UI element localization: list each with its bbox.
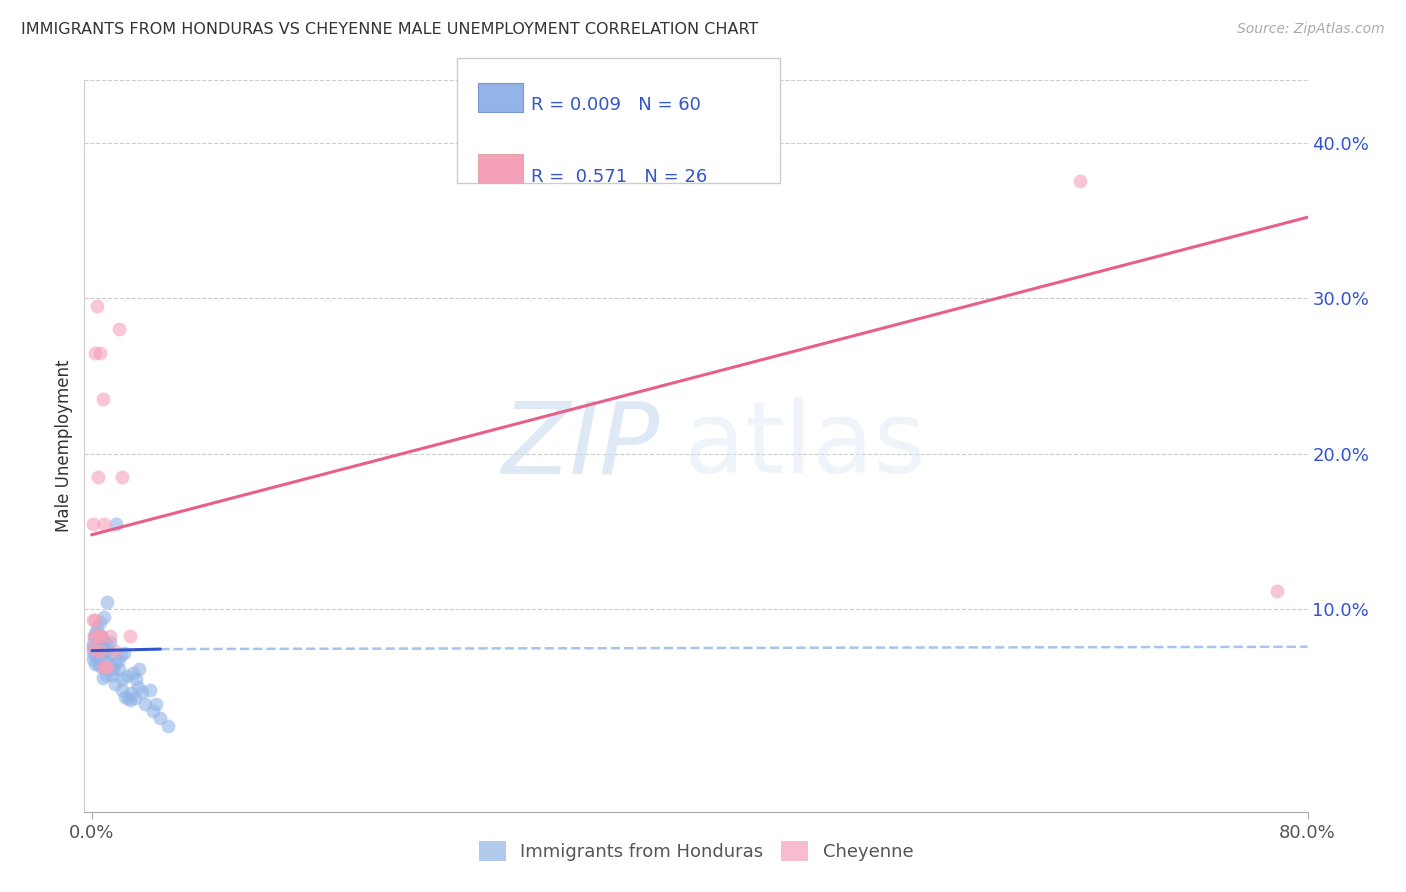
Point xyxy=(104,644,127,658)
Point xyxy=(84,649,107,664)
Point xyxy=(108,322,131,336)
Point xyxy=(87,635,110,649)
Point xyxy=(96,638,118,652)
Point xyxy=(1265,583,1288,598)
Point xyxy=(117,691,139,706)
Point xyxy=(118,629,141,643)
Point xyxy=(103,661,125,675)
Point xyxy=(1069,174,1091,188)
Point xyxy=(91,671,114,685)
Point xyxy=(131,685,153,699)
Point xyxy=(94,644,117,658)
Point xyxy=(96,660,118,674)
Point xyxy=(90,660,112,674)
Point xyxy=(98,629,121,643)
Point xyxy=(82,646,104,660)
Text: ZIP: ZIP xyxy=(501,398,659,494)
Point xyxy=(84,345,107,359)
Point xyxy=(142,704,165,718)
Point xyxy=(122,666,145,681)
Point xyxy=(86,621,108,635)
Point xyxy=(112,646,135,660)
Point xyxy=(111,470,134,484)
Point xyxy=(87,470,110,484)
Point xyxy=(115,669,138,683)
Point xyxy=(82,637,104,651)
Legend: Immigrants from Honduras, Cheyenne: Immigrants from Honduras, Cheyenne xyxy=(471,834,921,869)
Text: IMMIGRANTS FROM HONDURAS VS CHEYENNE MALE UNEMPLOYMENT CORRELATION CHART: IMMIGRANTS FROM HONDURAS VS CHEYENNE MAL… xyxy=(21,22,758,37)
Point xyxy=(121,686,143,700)
Point xyxy=(84,625,107,640)
Point xyxy=(104,677,127,691)
Point xyxy=(87,657,110,671)
Point xyxy=(118,692,141,706)
Point xyxy=(100,667,122,681)
Text: Source: ZipAtlas.com: Source: ZipAtlas.com xyxy=(1237,22,1385,37)
Point xyxy=(96,656,118,670)
Text: R =  0.571   N = 26: R = 0.571 N = 26 xyxy=(531,168,707,186)
Point xyxy=(90,629,112,643)
Point xyxy=(91,392,114,407)
Point xyxy=(134,698,156,712)
Point xyxy=(82,613,104,627)
Point xyxy=(98,635,121,649)
Point xyxy=(149,711,172,725)
Point xyxy=(98,658,121,673)
Point xyxy=(127,680,149,694)
Point xyxy=(93,660,115,674)
Point xyxy=(83,631,105,645)
Point xyxy=(96,594,118,608)
Point xyxy=(82,641,104,656)
Point xyxy=(104,657,127,671)
Point xyxy=(90,631,112,645)
Point xyxy=(94,667,117,681)
Point xyxy=(93,610,115,624)
Point xyxy=(128,661,150,675)
Text: R = 0.009   N = 60: R = 0.009 N = 60 xyxy=(531,96,702,114)
Point xyxy=(89,629,111,643)
Point xyxy=(89,615,111,629)
Point xyxy=(84,613,107,627)
Text: atlas: atlas xyxy=(683,398,925,494)
Point xyxy=(110,648,132,662)
Point xyxy=(82,641,104,656)
Point xyxy=(90,644,112,658)
Point xyxy=(83,629,105,643)
Y-axis label: Male Unemployment: Male Unemployment xyxy=(55,359,73,533)
Point xyxy=(111,673,134,687)
Point xyxy=(86,299,108,313)
Point xyxy=(89,652,111,666)
Point xyxy=(93,635,115,649)
Point xyxy=(105,516,128,531)
Point xyxy=(84,657,107,671)
Point xyxy=(107,654,129,668)
Point xyxy=(82,516,104,531)
Point xyxy=(91,643,114,657)
Point xyxy=(156,719,179,733)
Point xyxy=(91,660,114,674)
Point xyxy=(111,683,134,698)
Point xyxy=(87,629,110,643)
Point xyxy=(138,683,160,698)
Point xyxy=(145,698,167,712)
Point xyxy=(108,661,131,675)
Point xyxy=(86,644,108,658)
Point xyxy=(97,646,120,660)
Point xyxy=(82,652,104,666)
Point xyxy=(125,673,148,687)
Point xyxy=(124,691,146,706)
Point xyxy=(89,640,111,654)
Point xyxy=(89,345,111,359)
Point xyxy=(114,690,136,704)
Point xyxy=(90,629,112,643)
Point xyxy=(86,644,108,658)
Point xyxy=(93,516,115,531)
Point xyxy=(94,660,117,674)
Point xyxy=(94,644,117,658)
